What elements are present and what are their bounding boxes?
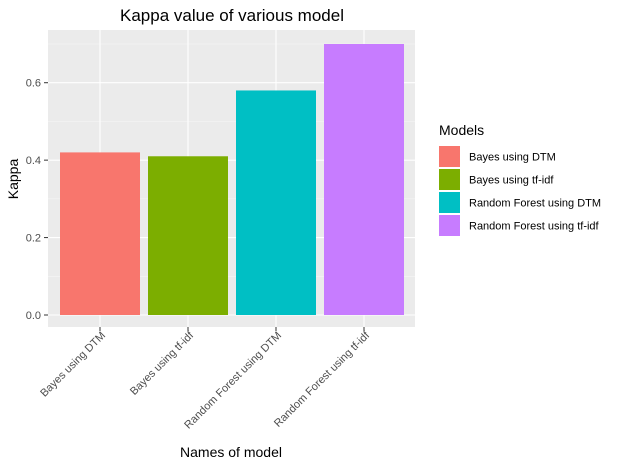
y-tick-label: 0.0	[26, 310, 41, 322]
bars	[60, 44, 404, 315]
legend-entries: Bayes using DTM Bayes using tf-idf Random …	[439, 146, 601, 236]
legend: Models Bayes using DTM Bayes using tf-idf…	[439, 122, 601, 236]
x-tick-label: Random Forest using DTM	[182, 330, 284, 432]
legend-title: Models	[439, 122, 484, 138]
y-tick-label: 0.2	[26, 233, 41, 245]
legend-label: Bayes using tf-idf	[469, 175, 554, 187]
y-tick-label: 0.6	[26, 78, 41, 90]
y-axis-title: Kappa	[5, 159, 21, 200]
bar	[236, 90, 316, 315]
bar	[148, 156, 228, 315]
x-tick-label: Bayes using DTM	[38, 330, 108, 400]
legend-swatch	[439, 169, 460, 190]
legend-label: Bayes using DTM	[469, 152, 556, 164]
bar	[60, 152, 140, 315]
legend-label: Random Forest using DTM	[469, 198, 601, 210]
x-axis-ticks: Bayes using DTM Bayes using tf-idfRandom …	[38, 327, 373, 431]
x-axis-title: Names of model	[180, 444, 282, 460]
legend-swatch	[439, 215, 460, 236]
y-axis-ticks: 0.0 0.2 0.4 0.6	[26, 78, 48, 322]
bar	[324, 44, 404, 315]
legend-label: Random Forest using tf-idf	[469, 221, 600, 233]
x-tick-label: Random Forest using tf-idf	[272, 329, 373, 430]
legend-swatch	[439, 192, 460, 213]
legend-swatch	[439, 146, 460, 167]
y-tick-label: 0.4	[26, 155, 41, 167]
x-tick-label: Bayes using tf-idf	[128, 329, 197, 398]
chart-title: Kappa value of various model	[120, 6, 344, 25]
